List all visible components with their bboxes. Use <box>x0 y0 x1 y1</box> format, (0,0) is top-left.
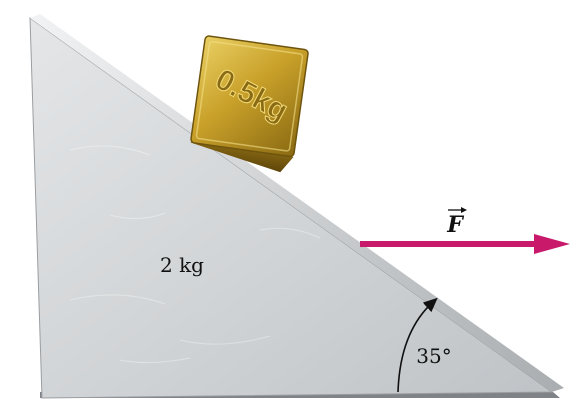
gold-block: 0.5kg <box>190 35 309 173</box>
force-label: F <box>446 212 464 238</box>
wedge-texture <box>69 145 321 364</box>
angle-label: 35° <box>416 344 451 368</box>
wedge: 2 kg <box>29 14 564 399</box>
force-arrow: F <box>360 207 570 254</box>
angle-marker: 35° <box>397 297 452 393</box>
gold-block-face <box>190 35 309 158</box>
wedge-mass-label: 2 kg <box>160 253 204 277</box>
angle-arc <box>397 297 438 393</box>
force-arrow-head <box>534 234 570 254</box>
vector-arrow-head <box>461 207 467 213</box>
gold-block-bevel <box>195 40 304 152</box>
wedge-incline-surface <box>30 14 564 392</box>
